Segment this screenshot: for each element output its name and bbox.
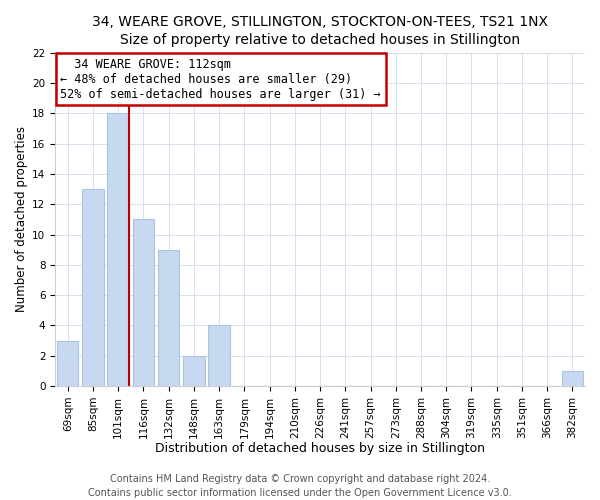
Bar — [562, 371, 583, 386]
Bar — [133, 220, 154, 386]
Y-axis label: Number of detached properties: Number of detached properties — [15, 126, 28, 312]
Bar — [158, 250, 179, 386]
X-axis label: Distribution of detached houses by size in Stillington: Distribution of detached houses by size … — [155, 442, 485, 455]
Text: Contains HM Land Registry data © Crown copyright and database right 2024.
Contai: Contains HM Land Registry data © Crown c… — [88, 474, 512, 498]
Bar — [57, 340, 79, 386]
Title: 34, WEARE GROVE, STILLINGTON, STOCKTON-ON-TEES, TS21 1NX
Size of property relati: 34, WEARE GROVE, STILLINGTON, STOCKTON-O… — [92, 15, 548, 48]
Bar — [183, 356, 205, 386]
Bar — [208, 326, 230, 386]
Bar — [82, 189, 104, 386]
Bar — [107, 114, 129, 386]
Text: 34 WEARE GROVE: 112sqm
← 48% of detached houses are smaller (29)
52% of semi-det: 34 WEARE GROVE: 112sqm ← 48% of detached… — [61, 58, 381, 100]
